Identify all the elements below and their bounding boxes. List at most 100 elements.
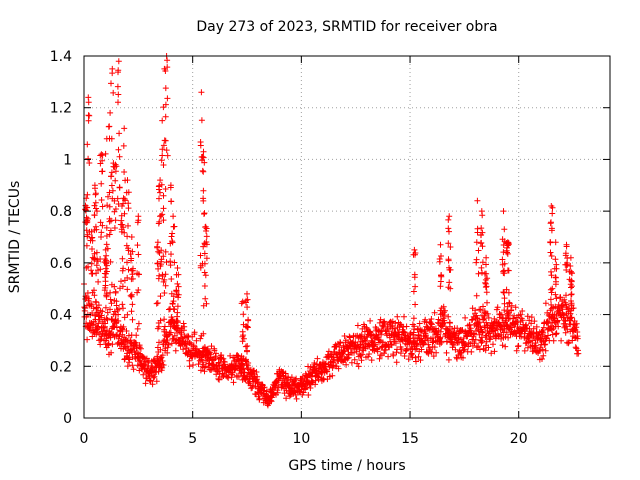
data-point: [93, 270, 100, 277]
data-point: [203, 300, 210, 307]
data-point: [473, 256, 480, 263]
data-point: [156, 195, 162, 202]
data-point: [91, 212, 98, 218]
data-point: [512, 304, 519, 311]
data-point: [115, 99, 121, 106]
data-point: [107, 289, 114, 296]
data-point: [536, 347, 543, 354]
data-point: [547, 239, 554, 245]
y-tick-label: 0.6: [50, 256, 72, 272]
x-tick-label: 15: [401, 431, 419, 447]
data-point: [457, 350, 464, 357]
data-point: [570, 305, 577, 312]
data-point: [108, 169, 115, 176]
y-tick-label: 1.4: [50, 49, 72, 65]
data-point: [124, 259, 130, 266]
data-point: [119, 283, 126, 290]
data-point: [314, 355, 321, 362]
data-point: [93, 305, 100, 312]
data-point: [239, 328, 246, 335]
data-point: [571, 334, 578, 341]
data-point: [149, 381, 156, 388]
data-point: [124, 286, 131, 293]
data-point: [156, 339, 162, 346]
data-point: [411, 274, 418, 281]
data-point: [548, 203, 555, 209]
data-point: [133, 332, 140, 339]
data-point: [538, 335, 544, 342]
data-point: [135, 287, 142, 293]
data-point: [568, 291, 575, 298]
data-point: [539, 356, 545, 362]
data-point: [99, 157, 106, 164]
data-point: [108, 173, 115, 180]
data-point: [459, 327, 466, 334]
data-point: [385, 353, 392, 360]
data-point: [354, 322, 361, 329]
data-point: [84, 215, 91, 222]
data-point: [454, 325, 461, 332]
data-point: [83, 242, 90, 249]
data-point: [168, 276, 175, 282]
data-point: [227, 352, 234, 359]
data-point: [199, 167, 206, 174]
data-point: [377, 316, 384, 323]
data-point: [158, 261, 164, 268]
data-point: [542, 347, 549, 354]
data-point: [124, 311, 131, 318]
axes: 0 5 10 15 20 0 0.2 0.4 0.6 0.8 1 1.2 1.4: [50, 49, 610, 447]
data-point: [235, 373, 242, 380]
data-point: [124, 343, 131, 350]
data-point: [129, 362, 136, 369]
data-point: [434, 319, 441, 326]
data-point: [201, 283, 208, 289]
data-point: [110, 89, 117, 96]
data-point: [88, 260, 95, 267]
data-point: [335, 365, 342, 372]
data-point: [186, 363, 193, 370]
data-point: [477, 232, 484, 239]
data-point: [441, 319, 448, 326]
data-point: [171, 223, 178, 230]
data-point: [428, 321, 435, 328]
data-point: [501, 300, 508, 307]
data-point: [421, 327, 428, 334]
data-point: [305, 363, 311, 370]
data-point: [107, 306, 113, 313]
data-point: [91, 202, 98, 209]
data-point: [475, 247, 482, 254]
data-point: [565, 339, 572, 346]
data-point: [101, 287, 108, 294]
data-point: [405, 356, 412, 363]
data-point: [200, 330, 207, 337]
data-point: [482, 279, 489, 286]
data-point: [420, 340, 427, 347]
data-point: [249, 384, 256, 391]
data-point: [106, 215, 113, 222]
data-point: [359, 351, 365, 358]
data-points: [81, 53, 582, 409]
data-point: [108, 349, 115, 356]
data-point: [200, 195, 207, 202]
data-point: [170, 293, 177, 300]
data-point: [548, 289, 555, 296]
data-point: [411, 246, 418, 253]
data-point: [474, 322, 481, 329]
y-tick-label: 1: [63, 152, 72, 168]
data-point: [479, 338, 486, 344]
data-point: [524, 333, 531, 340]
data-point: [107, 258, 114, 265]
data-point: [567, 263, 574, 269]
data-point: [508, 302, 515, 309]
data-point: [115, 318, 122, 324]
data-point: [111, 225, 118, 231]
y-tick-label: 0.4: [50, 308, 72, 324]
data-point: [245, 317, 252, 324]
data-point: [169, 239, 176, 246]
data-point: [165, 341, 172, 348]
data-point: [347, 334, 353, 341]
y-tick-label: 0.8: [50, 204, 72, 220]
y-tick-label: 0: [63, 411, 72, 427]
data-point: [125, 205, 132, 212]
data-point: [487, 334, 494, 341]
